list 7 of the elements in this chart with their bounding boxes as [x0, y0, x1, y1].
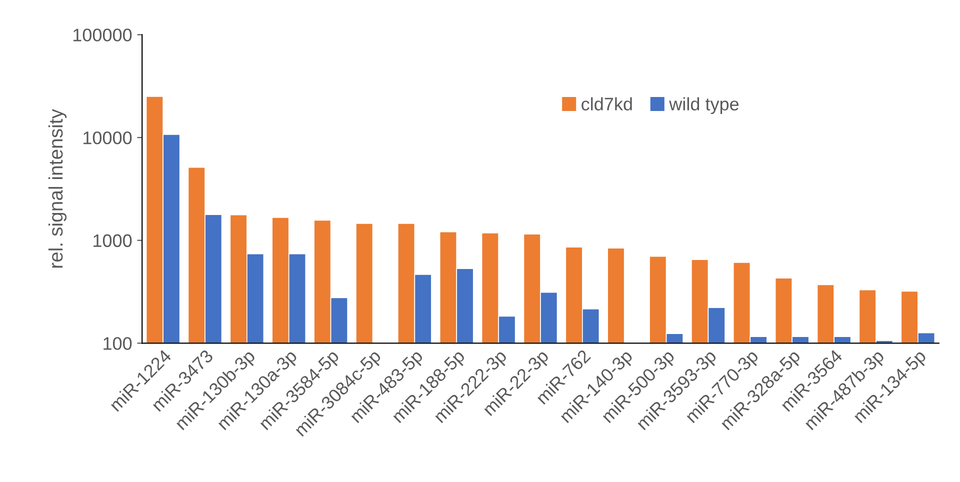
y-tick-label: 100000: [73, 28, 132, 42]
y-tick-label: 10000: [84, 131, 132, 144]
y-axis-title: rel. signal intensity: [48, 109, 67, 268]
y-tick-label: 1000: [94, 234, 132, 248]
y-tick-label: 100: [104, 337, 132, 350]
legend-label: cld7kd: [582, 97, 632, 110]
legend-label: wild type: [669, 97, 739, 114]
